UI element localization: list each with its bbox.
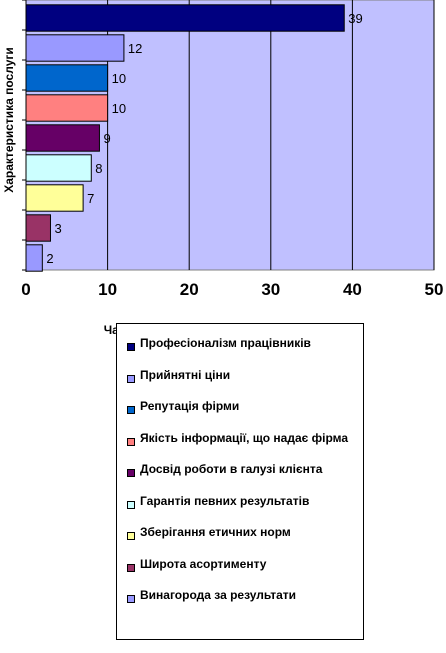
legend-label: Гарантія певних результатів <box>140 493 310 508</box>
legend-item: Репутація фірми <box>125 399 357 431</box>
x-tick-label: 30 <box>261 280 280 299</box>
bar <box>25 214 51 242</box>
legend-label: Прийнятні ціни <box>140 367 231 382</box>
bar <box>25 124 100 152</box>
legend-swatch <box>127 563 135 572</box>
legend-label: Зберігання етичних норм <box>140 525 291 539</box>
legend-label: Репутація фірми <box>140 399 240 413</box>
data-label: 3 <box>54 221 61 236</box>
data-label: 2 <box>46 251 53 266</box>
data-label: 10 <box>112 101 126 116</box>
data-label: 7 <box>87 191 94 206</box>
legend-swatch <box>127 595 135 603</box>
bar <box>25 64 109 92</box>
bar <box>25 34 125 62</box>
bar <box>25 154 92 182</box>
x-tick-label: 20 <box>180 280 199 299</box>
y-ticks <box>22 0 26 271</box>
legend-swatch <box>127 532 135 540</box>
x-tick-label: 40 <box>343 280 362 299</box>
data-label: 10 <box>112 71 126 86</box>
legend-swatch <box>127 500 135 509</box>
legend-label: Професіоналізм працівників <box>140 336 311 350</box>
x-tick-label: 10 <box>98 280 117 299</box>
legend-label: Винагорода за результати <box>140 588 297 602</box>
legend-swatch <box>127 343 135 351</box>
legend-swatch <box>127 469 135 477</box>
bar <box>25 4 345 32</box>
data-label: 39 <box>348 11 362 26</box>
legend: Професіоналізм працівників Прийнятні ціни… <box>116 323 364 640</box>
legend-label: Широта асортименту <box>140 556 267 571</box>
bar <box>25 94 109 122</box>
legend-item: Винагорода за результати <box>125 588 357 620</box>
legend-item: Професіоналізм працівників <box>125 336 357 368</box>
legend-label: Досвід роботи в галузі клієнта <box>140 462 323 476</box>
legend-item: Зберігання етичних норм <box>125 525 357 557</box>
y-axis-title: Характеристика послуги <box>2 47 16 193</box>
data-label: 9 <box>103 131 110 146</box>
legend-item: Прийнятні ціни <box>125 368 357 400</box>
x-tick-label: 50 <box>425 280 444 299</box>
y-axis-title-container: Характеристика послуги <box>0 0 18 270</box>
legend-item: Гарантія певних результатів <box>125 494 357 526</box>
x-tick-labels: 0 10 20 30 40 50 <box>21 280 443 299</box>
legend-swatch <box>127 437 135 446</box>
legend-label: Якість інформації, що надає фірма <box>140 430 349 445</box>
data-label: 12 <box>128 41 142 56</box>
x-tick-label: 0 <box>21 280 30 299</box>
bars <box>25 4 345 272</box>
legend-item: Якість інформації, що надає фірма <box>125 431 357 463</box>
legend-item: Широта асортименту <box>125 557 357 589</box>
legend-swatch <box>127 406 135 414</box>
bar <box>25 184 84 212</box>
data-label: 8 <box>95 161 102 176</box>
legend-swatch <box>127 374 135 383</box>
legend-item: Досвід роботи в галузі клієнта <box>125 462 357 494</box>
bar <box>25 244 43 272</box>
